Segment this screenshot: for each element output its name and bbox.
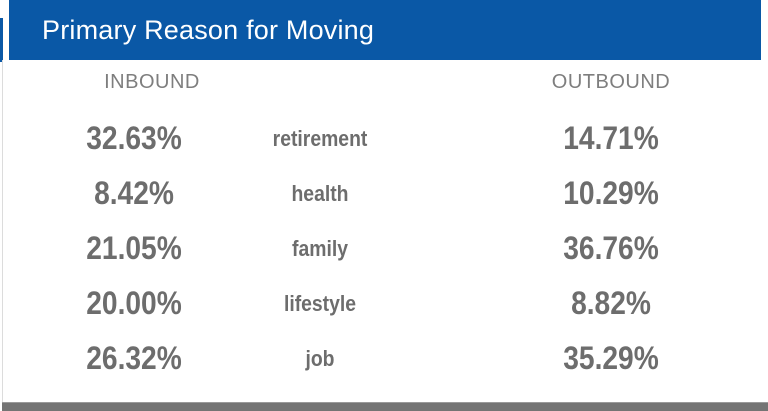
- reason-table: 32.63% retirement 14.71% 8.42% health 10…: [0, 111, 768, 386]
- column-header-outbound: OUTBOUND: [551, 71, 671, 93]
- outbound-value: 36.76%: [563, 230, 659, 266]
- outbound-value: 14.71%: [563, 120, 659, 156]
- reason-label: retirement: [272, 126, 368, 151]
- table-row-lifestyle: 20.00% lifestyle 8.82%: [0, 276, 768, 331]
- outbound-value: 8.82%: [571, 285, 651, 321]
- widget-header: Primary Reason for Moving: [9, 0, 761, 60]
- left-edge-blue-strip: [0, 18, 3, 62]
- column-header-inbound: INBOUND: [104, 71, 200, 93]
- table-row-retirement: 32.63% retirement 14.71%: [0, 111, 768, 166]
- reason-label: family: [292, 236, 348, 261]
- table-row-job: 26.32% job 35.29%: [0, 331, 768, 386]
- card-left-border: [2, 60, 3, 402]
- widget-title: Primary Reason for Moving: [42, 14, 375, 45]
- inbound-value: 8.42%: [94, 175, 174, 211]
- reason-label: job: [305, 346, 335, 371]
- inbound-value: 32.63%: [86, 120, 182, 156]
- table-row-family: 21.05% family 36.76%: [0, 221, 768, 276]
- outbound-value: 35.29%: [563, 340, 659, 376]
- outbound-value: 10.29%: [563, 175, 659, 211]
- inbound-value: 26.32%: [86, 340, 182, 376]
- inbound-value: 21.05%: [86, 230, 182, 266]
- reason-label: health: [291, 181, 349, 206]
- inbound-value: 20.00%: [86, 285, 182, 321]
- table-row-health: 8.42% health 10.29%: [0, 166, 768, 221]
- bottom-divider-bar: [2, 402, 768, 411]
- reason-label: lifestyle: [283, 291, 357, 316]
